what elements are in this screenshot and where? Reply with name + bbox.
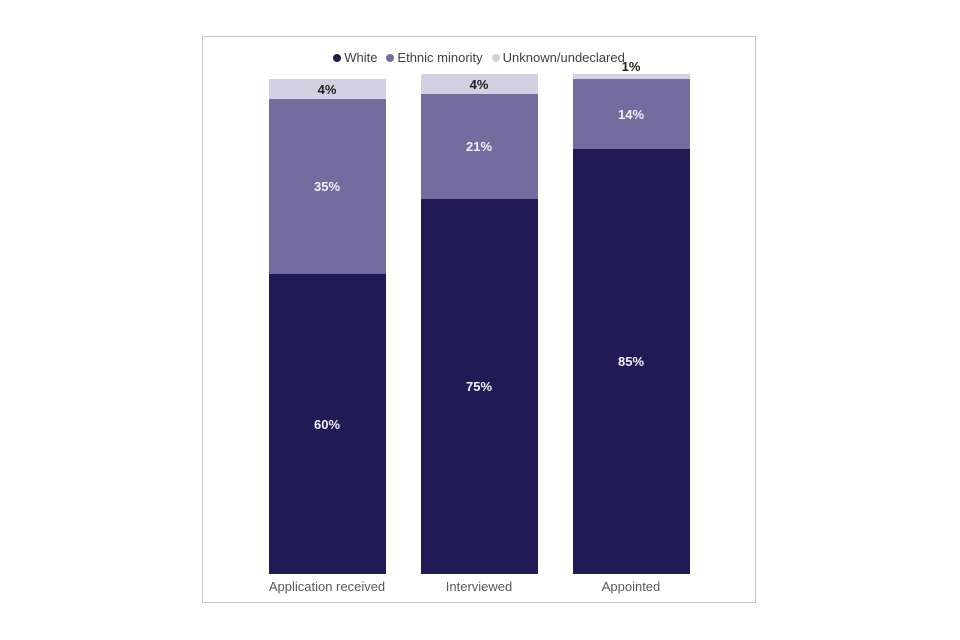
axis-category-label: Appointed (601, 579, 661, 594)
legend-swatch-icon (333, 53, 342, 62)
segment-value-label: 4% (317, 81, 337, 97)
segment-value-label: 35% (313, 179, 341, 194)
chart-frame: White Ethnic minority Unknown/undeclared 4… (202, 36, 756, 603)
bar-segment-unknown-undeclared (572, 74, 690, 79)
axis-category-label: Interviewed (445, 579, 513, 594)
bar-column-appointed: 1% 14% 85% Appointed (572, 60, 690, 594)
segment-value-label: 21% (465, 139, 493, 154)
legend-swatch-icon (386, 53, 395, 62)
legend-item-white: White (333, 50, 377, 65)
bar-column-interviewed: 4% 21% 75% Interviewed (420, 74, 538, 594)
legend-item-ethnic-minority: Ethnic minority (386, 50, 483, 65)
chart-legend: White Ethnic minority Unknown/undeclared (203, 50, 755, 65)
legend-label: Unknown/undeclared (502, 50, 625, 65)
axis-category-label: Application received (268, 579, 386, 594)
legend-label: Ethnic minority (397, 50, 483, 65)
bar-column-application-received: 4% 35% 60% Application received (268, 74, 386, 594)
segment-value-label: 85% (617, 354, 645, 369)
segment-value-label: 14% (617, 106, 645, 122)
bar-segment-white: 85% (572, 149, 690, 574)
legend-item-unknown-undeclared: Unknown/undeclared (491, 50, 625, 65)
bar-segment-ethnic-minority: 35% (268, 99, 386, 274)
bar-segment-unknown-undeclared: 4% (268, 79, 386, 99)
segment-value-label: 75% (465, 379, 493, 394)
legend-label: White (344, 50, 378, 65)
bar-segment-ethnic-minority: 14% (572, 79, 690, 149)
bar-segment-unknown-undeclared: 4% (420, 74, 538, 94)
legend-swatch-icon (491, 53, 500, 62)
bar-segment-white: 60% (268, 274, 386, 574)
plot-area: 4% 35% 60% Application received 4% 21% 75% Inte… (203, 60, 755, 594)
segment-value-label-outside: 1% (621, 59, 641, 74)
segment-value-label: 4% (469, 76, 489, 92)
bar-segment-white: 75% (420, 199, 538, 574)
bar-segment-ethnic-minority: 21% (420, 94, 538, 199)
segment-value-label: 60% (313, 416, 341, 432)
